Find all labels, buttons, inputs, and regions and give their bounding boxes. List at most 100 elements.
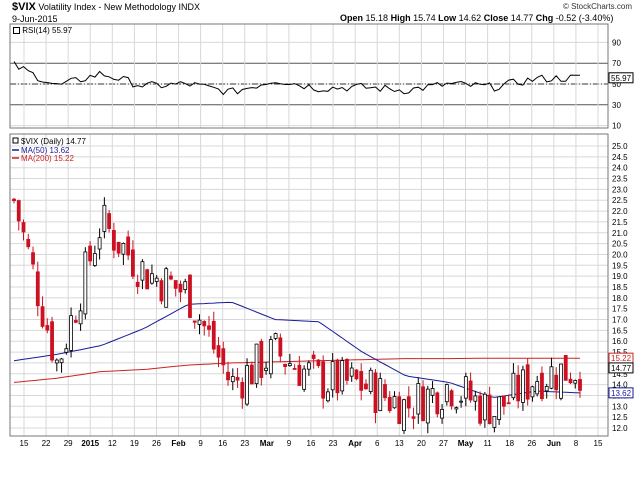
candle-body	[73, 320, 78, 323]
rsi-tick-70: 70	[612, 59, 621, 68]
x-tick-15: 15	[594, 439, 603, 448]
candle-body	[59, 358, 64, 364]
candle-body	[321, 361, 326, 399]
price-legend-swatch	[12, 137, 19, 144]
candle-body	[26, 238, 31, 248]
x-tick-27: 27	[439, 439, 448, 448]
candle-body	[178, 283, 183, 293]
rsi-label: RSI(14) 55.97	[13, 26, 72, 36]
candle-body	[268, 339, 273, 375]
price-panel-frame	[9, 133, 609, 437]
candle-body	[492, 416, 497, 428]
close-label: Close	[483, 13, 509, 23]
symbol: $VIX	[12, 1, 36, 13]
rsi-line	[13, 61, 581, 96]
candle-body	[259, 340, 264, 378]
candle-body	[340, 360, 345, 392]
x-tick-12: 12	[108, 439, 117, 448]
x-tick-18: 18	[505, 439, 514, 448]
candle-body	[435, 392, 440, 415]
candle-body	[302, 368, 307, 390]
candle-body	[283, 363, 288, 367]
chg-label: Chg	[535, 13, 554, 23]
x-tick-9: 9	[198, 439, 203, 448]
price-tick-22.0: 22.0	[612, 207, 628, 216]
candle-body	[173, 280, 178, 289]
candle-body	[92, 253, 97, 266]
candle-body	[454, 407, 459, 410]
candle-body	[525, 364, 530, 400]
candle-body	[287, 363, 292, 367]
low-value: 14.62	[458, 13, 482, 23]
candle-body	[487, 394, 492, 425]
candle-body	[421, 386, 425, 422]
chart-title: $VIX Volatility Index - New Methodology …	[12, 1, 200, 13]
candle-body	[188, 274, 192, 318]
rsi-label-text: RSI(14) 55.97	[22, 26, 73, 35]
candle-body	[316, 359, 321, 366]
chg-value: -0.52 (-3.40%)	[555, 13, 614, 23]
exchange: INDX	[178, 2, 200, 12]
candle-body	[578, 379, 582, 391]
candle-body	[16, 200, 21, 222]
candle-body	[12, 198, 16, 202]
candle-body	[164, 268, 169, 308]
candle-body	[102, 204, 107, 232]
rsi-marker-box	[608, 72, 634, 84]
candle-body	[306, 362, 311, 370]
candle-body	[330, 361, 335, 391]
price-tick-20.0: 20.0	[612, 250, 628, 259]
high-value: 15.74	[413, 13, 436, 23]
price-tick-16.0: 16.0	[612, 337, 628, 346]
x-tick-2015: 2015	[81, 439, 99, 448]
ma200-legend-label: MA(200) 15.22	[21, 154, 74, 163]
x-tick-23: 23	[240, 439, 249, 448]
candle-body	[197, 319, 202, 325]
x-tick-apr: Apr	[348, 439, 362, 448]
candle-body	[559, 363, 563, 399]
candle-body	[549, 366, 554, 389]
x-tick-22: 22	[42, 439, 51, 448]
price-tick-21.0: 21.0	[612, 229, 628, 238]
price-tick-12.5: 12.5	[612, 413, 628, 422]
candle-body	[64, 348, 69, 353]
candle-body	[349, 367, 354, 377]
price-tick-21.5: 21.5	[612, 218, 628, 227]
price-tick-12.0: 12.0	[612, 424, 628, 433]
candle-body	[216, 345, 221, 358]
candle-body	[478, 395, 483, 424]
candle-body	[530, 386, 535, 398]
x-tick-6: 6	[375, 439, 380, 448]
candle-body	[364, 383, 368, 390]
candle-body	[501, 395, 506, 407]
x-tick-8: 8	[574, 439, 579, 448]
ma50-marker-box	[608, 387, 634, 399]
rsi-grid	[10, 24, 608, 128]
price-tick-24.0: 24.0	[612, 164, 628, 173]
x-tick-13: 13	[395, 439, 404, 448]
x-tick-15: 15	[20, 439, 29, 448]
price-tick-18.0: 18.0	[612, 294, 628, 303]
candle-body	[311, 354, 316, 359]
ma50-marker: 13.62	[611, 389, 632, 398]
open-value: 15.18	[365, 13, 389, 23]
candle-body	[116, 241, 121, 254]
candle-body	[202, 321, 207, 327]
rsi-tick-50: 50	[612, 80, 621, 89]
candle-body	[554, 374, 559, 391]
x-tick-26: 26	[527, 439, 536, 448]
ma200-marker: 15.22	[611, 354, 632, 363]
candle-body	[264, 367, 268, 371]
candle-body	[392, 396, 397, 409]
candle-body	[416, 383, 421, 415]
price-tick-16.5: 16.5	[612, 326, 628, 335]
price-tick-18.5: 18.5	[612, 283, 628, 292]
x-tick-9: 9	[287, 439, 292, 448]
candle-body	[40, 306, 45, 327]
candle-body	[297, 364, 302, 386]
price-tick-15.5: 15.5	[612, 348, 628, 357]
price-tick-23.5: 23.5	[612, 175, 628, 184]
